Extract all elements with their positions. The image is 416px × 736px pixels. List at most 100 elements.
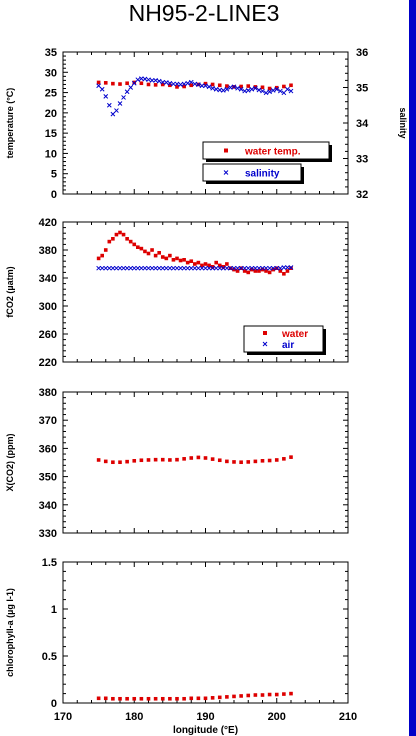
data-point bbox=[189, 83, 194, 88]
data-point bbox=[114, 108, 119, 113]
data-point bbox=[163, 265, 169, 271]
data-point bbox=[178, 82, 183, 88]
data-point bbox=[203, 456, 208, 460]
y-tick-label: 20 bbox=[45, 108, 57, 120]
y-tick-label: 35 bbox=[45, 47, 57, 59]
data-point bbox=[289, 691, 293, 696]
data-point bbox=[239, 84, 243, 89]
data-point bbox=[164, 256, 169, 261]
data-point bbox=[206, 84, 212, 90]
data-point bbox=[132, 696, 137, 701]
data-point bbox=[224, 86, 230, 92]
data-point bbox=[142, 265, 148, 271]
data-point bbox=[274, 86, 280, 92]
data-point bbox=[260, 265, 265, 271]
data-point bbox=[260, 693, 265, 697]
data-point bbox=[267, 89, 272, 95]
data-point bbox=[235, 269, 240, 273]
x-axis-label: longitude (°E) bbox=[173, 725, 238, 736]
data-point bbox=[238, 86, 244, 92]
data-point bbox=[250, 267, 254, 272]
data-point bbox=[253, 85, 258, 89]
data-point bbox=[239, 460, 243, 465]
legend-label: salinity bbox=[245, 169, 280, 180]
y-tick-label: 15 bbox=[45, 128, 57, 140]
data-point bbox=[288, 88, 294, 94]
data-point bbox=[103, 94, 109, 99]
data-point bbox=[171, 81, 176, 87]
data-point bbox=[107, 239, 112, 244]
data-point bbox=[175, 256, 179, 261]
data-point bbox=[139, 458, 144, 463]
data-point bbox=[253, 693, 258, 697]
data-point bbox=[213, 86, 219, 92]
data-point bbox=[175, 457, 179, 462]
data-point bbox=[124, 89, 130, 95]
data-point bbox=[217, 695, 222, 700]
data-point bbox=[282, 457, 286, 461]
data-point bbox=[106, 265, 112, 271]
series-2 bbox=[96, 265, 294, 271]
panel-4: 0 0.5 1 1.5 chlorophyll-a (µg l-1) bbox=[5, 557, 349, 710]
data-point bbox=[281, 265, 287, 270]
x-tick-label: 200 bbox=[268, 711, 286, 723]
data-point bbox=[136, 245, 140, 249]
data-point bbox=[271, 267, 275, 272]
data-point bbox=[96, 80, 101, 85]
data-point bbox=[96, 83, 101, 89]
data-point bbox=[96, 256, 101, 261]
y-axis-label: X(CO2) (ppm) bbox=[5, 434, 15, 492]
data-point bbox=[149, 265, 155, 271]
y-tick-label: 1 bbox=[51, 604, 57, 616]
x-tick-label: 170 bbox=[54, 711, 72, 723]
data-point bbox=[132, 242, 137, 247]
data-point bbox=[146, 251, 151, 256]
data-point bbox=[175, 696, 179, 701]
y-tick-label: 380 bbox=[39, 387, 57, 399]
data-point bbox=[270, 87, 276, 93]
data-point bbox=[196, 696, 201, 701]
data-point bbox=[125, 81, 129, 86]
data-point bbox=[178, 258, 183, 263]
data-point bbox=[110, 265, 116, 271]
data-point bbox=[220, 265, 226, 271]
data-point bbox=[178, 265, 183, 271]
data-point bbox=[103, 81, 108, 85]
data-point bbox=[220, 87, 226, 93]
data-point bbox=[128, 239, 133, 244]
data-point bbox=[103, 265, 109, 271]
data-point bbox=[153, 696, 158, 701]
data-point bbox=[246, 84, 251, 88]
data-point bbox=[128, 85, 134, 90]
data-point bbox=[260, 459, 265, 463]
data-point bbox=[111, 460, 115, 465]
page-title: NH95-2-LINE3 bbox=[128, 0, 280, 26]
data-point bbox=[263, 90, 269, 96]
legend-marker bbox=[224, 148, 228, 153]
data-point bbox=[253, 459, 258, 464]
data-point bbox=[125, 696, 129, 701]
y-right-axis-label: salinity bbox=[398, 107, 408, 138]
legend-box bbox=[202, 163, 302, 182]
data-point bbox=[160, 457, 165, 462]
data-point bbox=[110, 111, 116, 117]
data-point bbox=[182, 457, 186, 461]
data-point bbox=[142, 76, 148, 82]
data-point bbox=[139, 265, 144, 271]
data-point bbox=[174, 265, 180, 271]
data-point bbox=[210, 82, 215, 87]
data-point bbox=[235, 265, 240, 271]
data-point bbox=[285, 265, 290, 270]
data-point bbox=[153, 253, 158, 258]
data-point bbox=[139, 246, 144, 251]
data-point bbox=[267, 458, 272, 463]
y-right-tick-label: 36 bbox=[356, 47, 368, 59]
data-point bbox=[175, 85, 179, 89]
data-point bbox=[267, 270, 272, 275]
data-point bbox=[285, 86, 290, 92]
data-point bbox=[282, 272, 286, 276]
y-tick-label: 340 bbox=[39, 273, 57, 285]
data-point bbox=[188, 265, 194, 271]
legend-label: air bbox=[282, 340, 294, 351]
